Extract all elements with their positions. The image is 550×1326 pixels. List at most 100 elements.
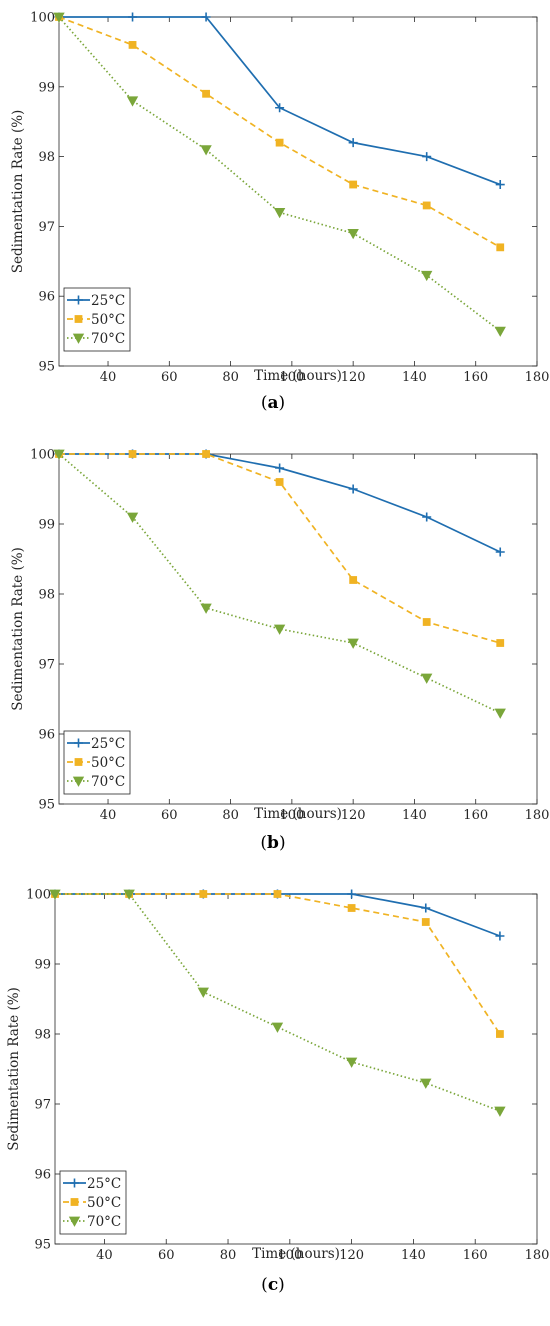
x-tick-label: 100 (279, 370, 304, 385)
data-point (422, 152, 432, 162)
legend-label: 70°C (91, 331, 125, 347)
legend: 25°C 50°C 70°C (63, 730, 131, 795)
x-tick-label: 100 (277, 1248, 302, 1263)
legend: 25°C 50°C 70°C (59, 1170, 127, 1235)
legend-label: 25°C (91, 736, 125, 752)
data-point (421, 903, 431, 913)
data-point (49, 889, 61, 900)
series-70°C (53, 449, 506, 719)
data-point (496, 1030, 504, 1038)
data-point (347, 638, 359, 649)
legend-marker (68, 1216, 81, 1227)
data-point (421, 270, 433, 282)
y-tick-label: 96 (38, 728, 55, 743)
legend-label: 50°C (91, 312, 125, 328)
y-tick-label: 95 (34, 1238, 51, 1253)
x-tick-label: 60 (161, 370, 178, 385)
data-point (348, 138, 358, 148)
data-point (128, 41, 137, 49)
data-point (273, 890, 282, 898)
y-axis-label: Sedimentation Rate (%) (10, 547, 26, 711)
data-point (275, 138, 284, 147)
legend: 25°C 50°C 70°C (63, 287, 131, 352)
x-tick-label: 60 (161, 808, 178, 823)
data-point (347, 904, 356, 912)
x-tick-label: 40 (100, 370, 117, 385)
y-tick-label: 100 (30, 11, 55, 26)
data-point (347, 889, 357, 899)
data-point (347, 228, 359, 240)
y-tick-label: 98 (38, 150, 55, 165)
data-point (422, 618, 431, 626)
y-tick-label: 98 (34, 1028, 51, 1043)
x-tick-label: 140 (401, 1248, 426, 1263)
legend-marker (72, 776, 85, 787)
x-tick-label: 180 (525, 1248, 550, 1263)
data-point (494, 708, 506, 719)
x-axis-label: Time (hours) (254, 806, 342, 822)
y-tick-label: 96 (38, 290, 55, 305)
data-point (200, 603, 212, 614)
plot-area (58, 453, 538, 805)
data-point (202, 89, 210, 98)
x-tick-label: 140 (402, 808, 427, 823)
x-tick-label: 80 (222, 808, 239, 823)
data-point (201, 12, 211, 22)
data-point (495, 547, 505, 557)
y-axis-label: Sedimentation Rate (%) (6, 987, 22, 1151)
data-point (275, 103, 285, 113)
data-point (496, 243, 505, 252)
y-tick-label: 97 (34, 1098, 51, 1113)
panel-caption: (a) (261, 393, 285, 413)
legend-label: 70°C (87, 1214, 121, 1230)
plot-area (54, 893, 538, 1245)
y-tick-label: 99 (38, 518, 55, 533)
legend-label: 50°C (87, 1195, 121, 1211)
legend-label: 25°C (87, 1176, 121, 1192)
data-point (123, 889, 135, 900)
legend-marker (70, 1178, 79, 1188)
data-point (422, 512, 432, 522)
data-point (349, 180, 358, 189)
x-tick-label: 120 (341, 808, 366, 823)
data-point (496, 639, 505, 647)
data-point (273, 208, 286, 219)
series-70°C (53, 12, 506, 337)
panel-caption: (c) (261, 1275, 285, 1295)
y-tick-label: 99 (34, 958, 51, 973)
legend-marker (74, 738, 83, 748)
y-tick-label: 99 (38, 80, 55, 95)
legend-marker (74, 758, 83, 766)
data-point (199, 890, 208, 898)
legend-marker (70, 1198, 79, 1206)
data-point (275, 478, 284, 486)
legend-marker (74, 315, 83, 323)
legend-marker (74, 295, 83, 305)
x-tick-label: 60 (158, 1248, 175, 1263)
data-point (275, 463, 285, 473)
x-tick-label: 140 (402, 370, 427, 385)
x-tick-label: 180 (525, 370, 550, 385)
data-point (126, 512, 139, 523)
data-point (494, 1106, 506, 1117)
data-point (197, 987, 209, 998)
plot-area (58, 16, 538, 367)
x-axis-label: Time (hours) (252, 1246, 340, 1262)
data-point (349, 576, 358, 584)
data-point (421, 918, 430, 926)
x-tick-label: 120 (341, 370, 366, 385)
data-point (495, 180, 505, 190)
y-axis-label: Sedimentation Rate (%) (10, 110, 26, 274)
panel-caption: (b) (260, 833, 285, 853)
x-tick-label: 40 (96, 1248, 113, 1263)
y-tick-label: 97 (38, 658, 55, 673)
x-axis-label: Time (hours) (254, 368, 342, 384)
data-point (273, 624, 286, 635)
x-tick-label: 160 (463, 1248, 488, 1263)
data-point (200, 145, 212, 156)
data-point (421, 673, 433, 684)
